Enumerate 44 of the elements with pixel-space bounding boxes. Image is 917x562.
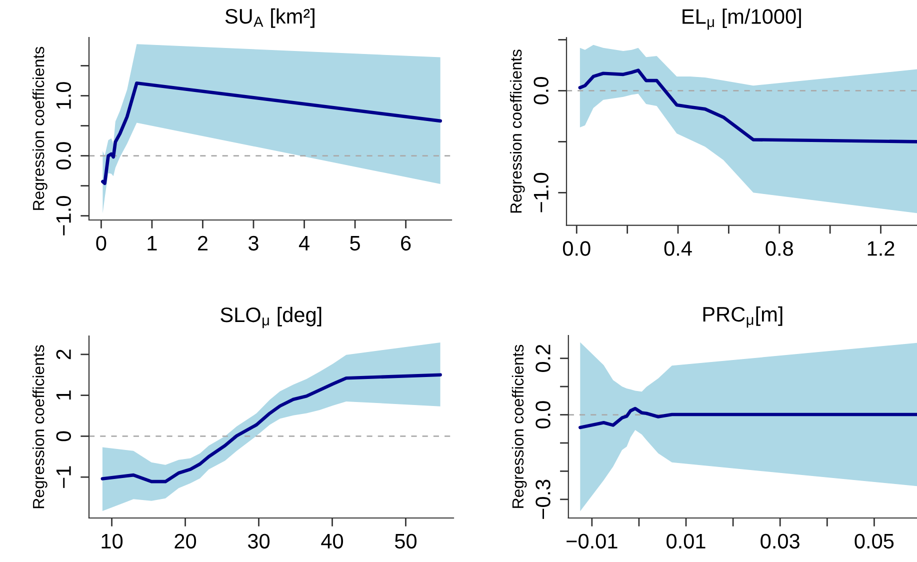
y-tick-label: −0.3	[536, 480, 550, 519]
y-tick-label: −1	[56, 466, 71, 488]
x-tick-label: 0.05	[854, 534, 894, 549]
y-axis-title: Regression coefficients	[32, 345, 48, 508]
x-tick-label: 50	[394, 534, 417, 549]
y-tick-label: 1.0	[56, 82, 71, 109]
y-tick-label: 0	[56, 431, 71, 442]
y-axis-title: Regression coefficients	[512, 344, 527, 508]
x-tick-label: 0.0	[562, 241, 590, 256]
x-tick-label: 0.4	[664, 241, 692, 256]
line-series	[578, 406, 917, 430]
x-tick-label: 40	[321, 534, 344, 549]
y-tick-label: 0.0	[536, 401, 550, 428]
line-series	[578, 68, 917, 144]
x-tick-label: 0.01	[666, 534, 706, 549]
chart-title: SLO$_{μ}$ [deg]	[220, 306, 322, 328]
y-tick-label: 0.0	[534, 77, 548, 104]
x-tick-label: 5	[350, 236, 360, 251]
x-tick-label: 30	[248, 534, 270, 549]
line-series	[100, 373, 442, 484]
y-tick-label: −1.0	[534, 172, 548, 212]
x-tick-label: 10	[102, 534, 123, 549]
x-tick-label: 1.2	[868, 241, 894, 256]
y-tick-label: 2	[56, 350, 71, 360]
x-tick-label: 3	[248, 236, 258, 251]
y-tick-label: 1	[56, 390, 71, 400]
x-tick-label: 4	[298, 236, 310, 250]
x-tick-label: 0	[96, 236, 106, 251]
chart-title: EL$_{μ}$ [m/1000]	[682, 8, 801, 30]
y-tick-label: 0.2	[536, 344, 550, 372]
y-tick-label: −1.0	[56, 196, 71, 236]
y-axis-title: Regression coefficients	[32, 46, 48, 210]
line-series	[101, 81, 442, 186]
x-tick-label: 1	[148, 236, 157, 250]
x-tick-label: 2	[198, 236, 208, 250]
chart-title: SU$_{A}$ [km²]	[225, 8, 314, 28]
x-tick-label: 0.8	[766, 241, 793, 256]
x-tick-label: −0.01	[566, 534, 618, 549]
x-tick-label: 0.03	[760, 534, 800, 549]
x-tick-label: 20	[174, 534, 196, 549]
y-tick-label: 0.0	[56, 142, 71, 170]
x-tick-label: 6	[401, 236, 411, 251]
y-axis-title: Regression coefficients	[510, 50, 525, 213]
chart-title: PRC$_{μ}$[m]	[703, 306, 782, 328]
